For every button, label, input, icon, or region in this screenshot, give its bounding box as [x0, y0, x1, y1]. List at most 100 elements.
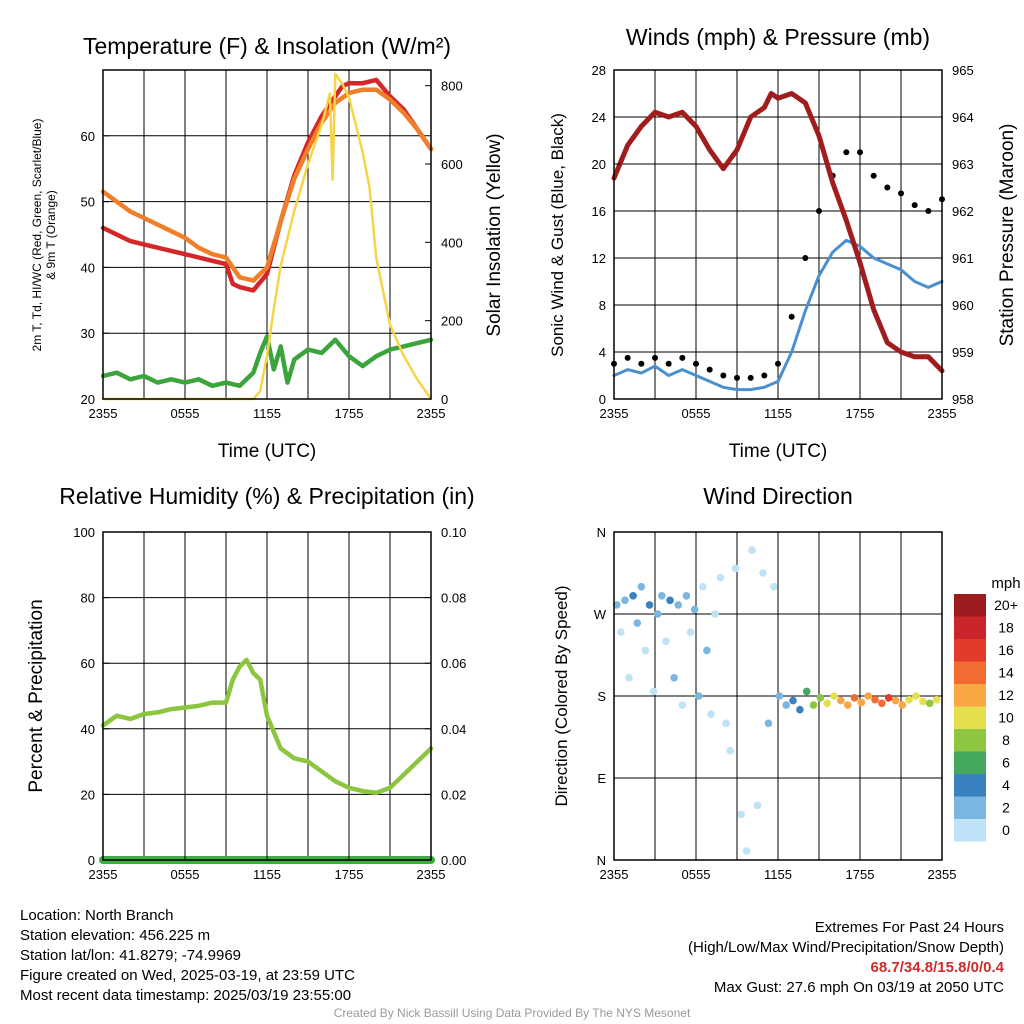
- x-tick-label: 2355: [417, 867, 446, 882]
- x-tick-label: 1155: [764, 867, 792, 882]
- x-tick-label: 1755: [335, 867, 364, 882]
- y2-tick-label: 0.06: [441, 656, 466, 671]
- direction-point: [617, 628, 625, 637]
- direction-point: [809, 701, 818, 709]
- gust-point: [925, 208, 932, 214]
- direction-ylabel-left: Direction (Colored By Speed): [552, 585, 571, 806]
- gust-point: [761, 372, 768, 379]
- direction-point: [748, 546, 756, 555]
- gust-point: [898, 190, 904, 197]
- direction-point: [703, 646, 711, 655]
- x-tick-label: 0555: [682, 867, 711, 882]
- temperature-line-red: [100, 77, 434, 293]
- y2-tick-label: 0.10: [441, 525, 466, 540]
- y-tick-label: 20: [81, 392, 95, 407]
- x-tick-label: 1155: [253, 406, 281, 421]
- y-tick-label: 20: [81, 787, 95, 802]
- direction-title: Wind Direction: [703, 483, 853, 509]
- gust-point: [734, 374, 740, 381]
- colorbar-swatch: [954, 751, 986, 774]
- direction-point: [666, 596, 674, 605]
- direction-point: [662, 637, 670, 646]
- y2-tick-label: 0: [441, 392, 448, 407]
- winds-title: Winds (mph) & Pressure (mb): [626, 24, 930, 50]
- gust-point: [870, 172, 877, 179]
- insolation-line-yellow: [101, 72, 433, 401]
- winds-ylabel-right: Station Pressure (Maroon): [997, 124, 1018, 347]
- y-tick-label: 16: [592, 204, 606, 219]
- extremes-subtitle: (High/Low/Max Wind/Precipitation/Snow De…: [688, 939, 1004, 956]
- y2-tick-label: 958: [952, 392, 974, 407]
- y-tick-label: 50: [81, 195, 95, 210]
- gust-point: [884, 184, 891, 191]
- gust-point: [747, 374, 754, 381]
- direction-point: [641, 646, 650, 655]
- figure-created: Figure created on Wed, 2025-03-19, at 23…: [20, 967, 355, 984]
- x-tick-label: 0555: [682, 406, 711, 421]
- colorbar-swatch: [954, 819, 986, 842]
- direction-point: [837, 696, 845, 705]
- direction-point: [629, 591, 637, 600]
- winds-grid: [614, 70, 942, 399]
- y-tick-label: 40: [81, 722, 95, 737]
- direction-point: [884, 694, 893, 702]
- direction-point: [649, 687, 658, 696]
- colorbar-label: 16: [998, 642, 1014, 658]
- humidity-line: [100, 657, 434, 796]
- y-tick-label: 60: [81, 656, 95, 671]
- direction-point: [830, 692, 838, 700]
- colorbar-label: 8: [1002, 732, 1010, 748]
- colorbar-label: 18: [998, 620, 1014, 636]
- gust-point: [775, 360, 781, 367]
- max-gust: Max Gust: 27.6 mph On 03/19 at 2050 UTC: [713, 979, 1004, 996]
- recent-timestamp: Most recent data timestamp: 2025/03/19 2…: [20, 987, 352, 1004]
- direction-point: [711, 610, 719, 618]
- direction-point: [770, 582, 778, 591]
- y2-tick-label: 964: [952, 110, 974, 125]
- humidity-grid: [103, 532, 431, 860]
- extremes-info: Extremes For Past 24 Hours (High/Low/Max…: [688, 918, 1004, 998]
- x-tick-label: 2355: [600, 867, 629, 882]
- x-tick-label: 0555: [171, 406, 200, 421]
- x-tick-label: 0555: [171, 867, 200, 882]
- direction-point: [925, 699, 934, 708]
- gust-point: [911, 202, 918, 209]
- direction-point: [645, 601, 654, 609]
- winds-xlabel: Time (UTC): [729, 441, 828, 462]
- direction-point: [775, 692, 784, 700]
- colorbar-swatch: [954, 706, 986, 729]
- x-tick-label: 2355: [89, 406, 118, 421]
- direction-point: [621, 596, 629, 605]
- direction-point: [864, 692, 872, 700]
- direction-panel: Wind Direction 2355 0555 1155 1755 2355NESWN…: [552, 483, 1021, 882]
- colorbar-label: 14: [998, 665, 1014, 681]
- colorbar-swatch: [954, 729, 986, 752]
- direction-point: [670, 673, 678, 682]
- direction-point: [932, 695, 941, 704]
- winds-axes: 2355 0555 1155 1755 235504812162024289589599…: [592, 63, 974, 421]
- colorbar-swatch: [954, 594, 986, 617]
- colorbar-swatch: [954, 796, 986, 819]
- direction-point: [633, 619, 642, 627]
- direction-point: [699, 582, 707, 591]
- y2-tick-label: 960: [952, 298, 974, 313]
- y2-tick-label: 0.02: [441, 787, 466, 802]
- y-tick-label: 28: [592, 63, 606, 78]
- y2-tick-label: 800: [441, 79, 463, 94]
- y-tick-label: 20: [592, 157, 606, 172]
- station-latlon: Station lat/lon: 41.8279; -74.9969: [20, 947, 242, 964]
- direction-point: [823, 699, 831, 708]
- direction-point: [678, 701, 687, 709]
- y2-tick-label: 961: [952, 251, 974, 266]
- gust-point: [706, 366, 713, 373]
- temperature-panel: Temperature (F) & Insolation (W/m²) 2355…: [30, 33, 505, 462]
- humidity-title: Relative Humidity (%) & Precipitation (i…: [59, 483, 474, 509]
- temperature-grid: [103, 70, 431, 399]
- colorbar-label: 6: [1002, 755, 1010, 771]
- x-tick-label: 2355: [600, 406, 629, 421]
- direction-point: [742, 847, 751, 855]
- extremes-title: Extremes For Past 24 Hours: [814, 919, 1004, 936]
- y2-tick-label: 400: [441, 235, 463, 250]
- direction-point: [658, 591, 666, 600]
